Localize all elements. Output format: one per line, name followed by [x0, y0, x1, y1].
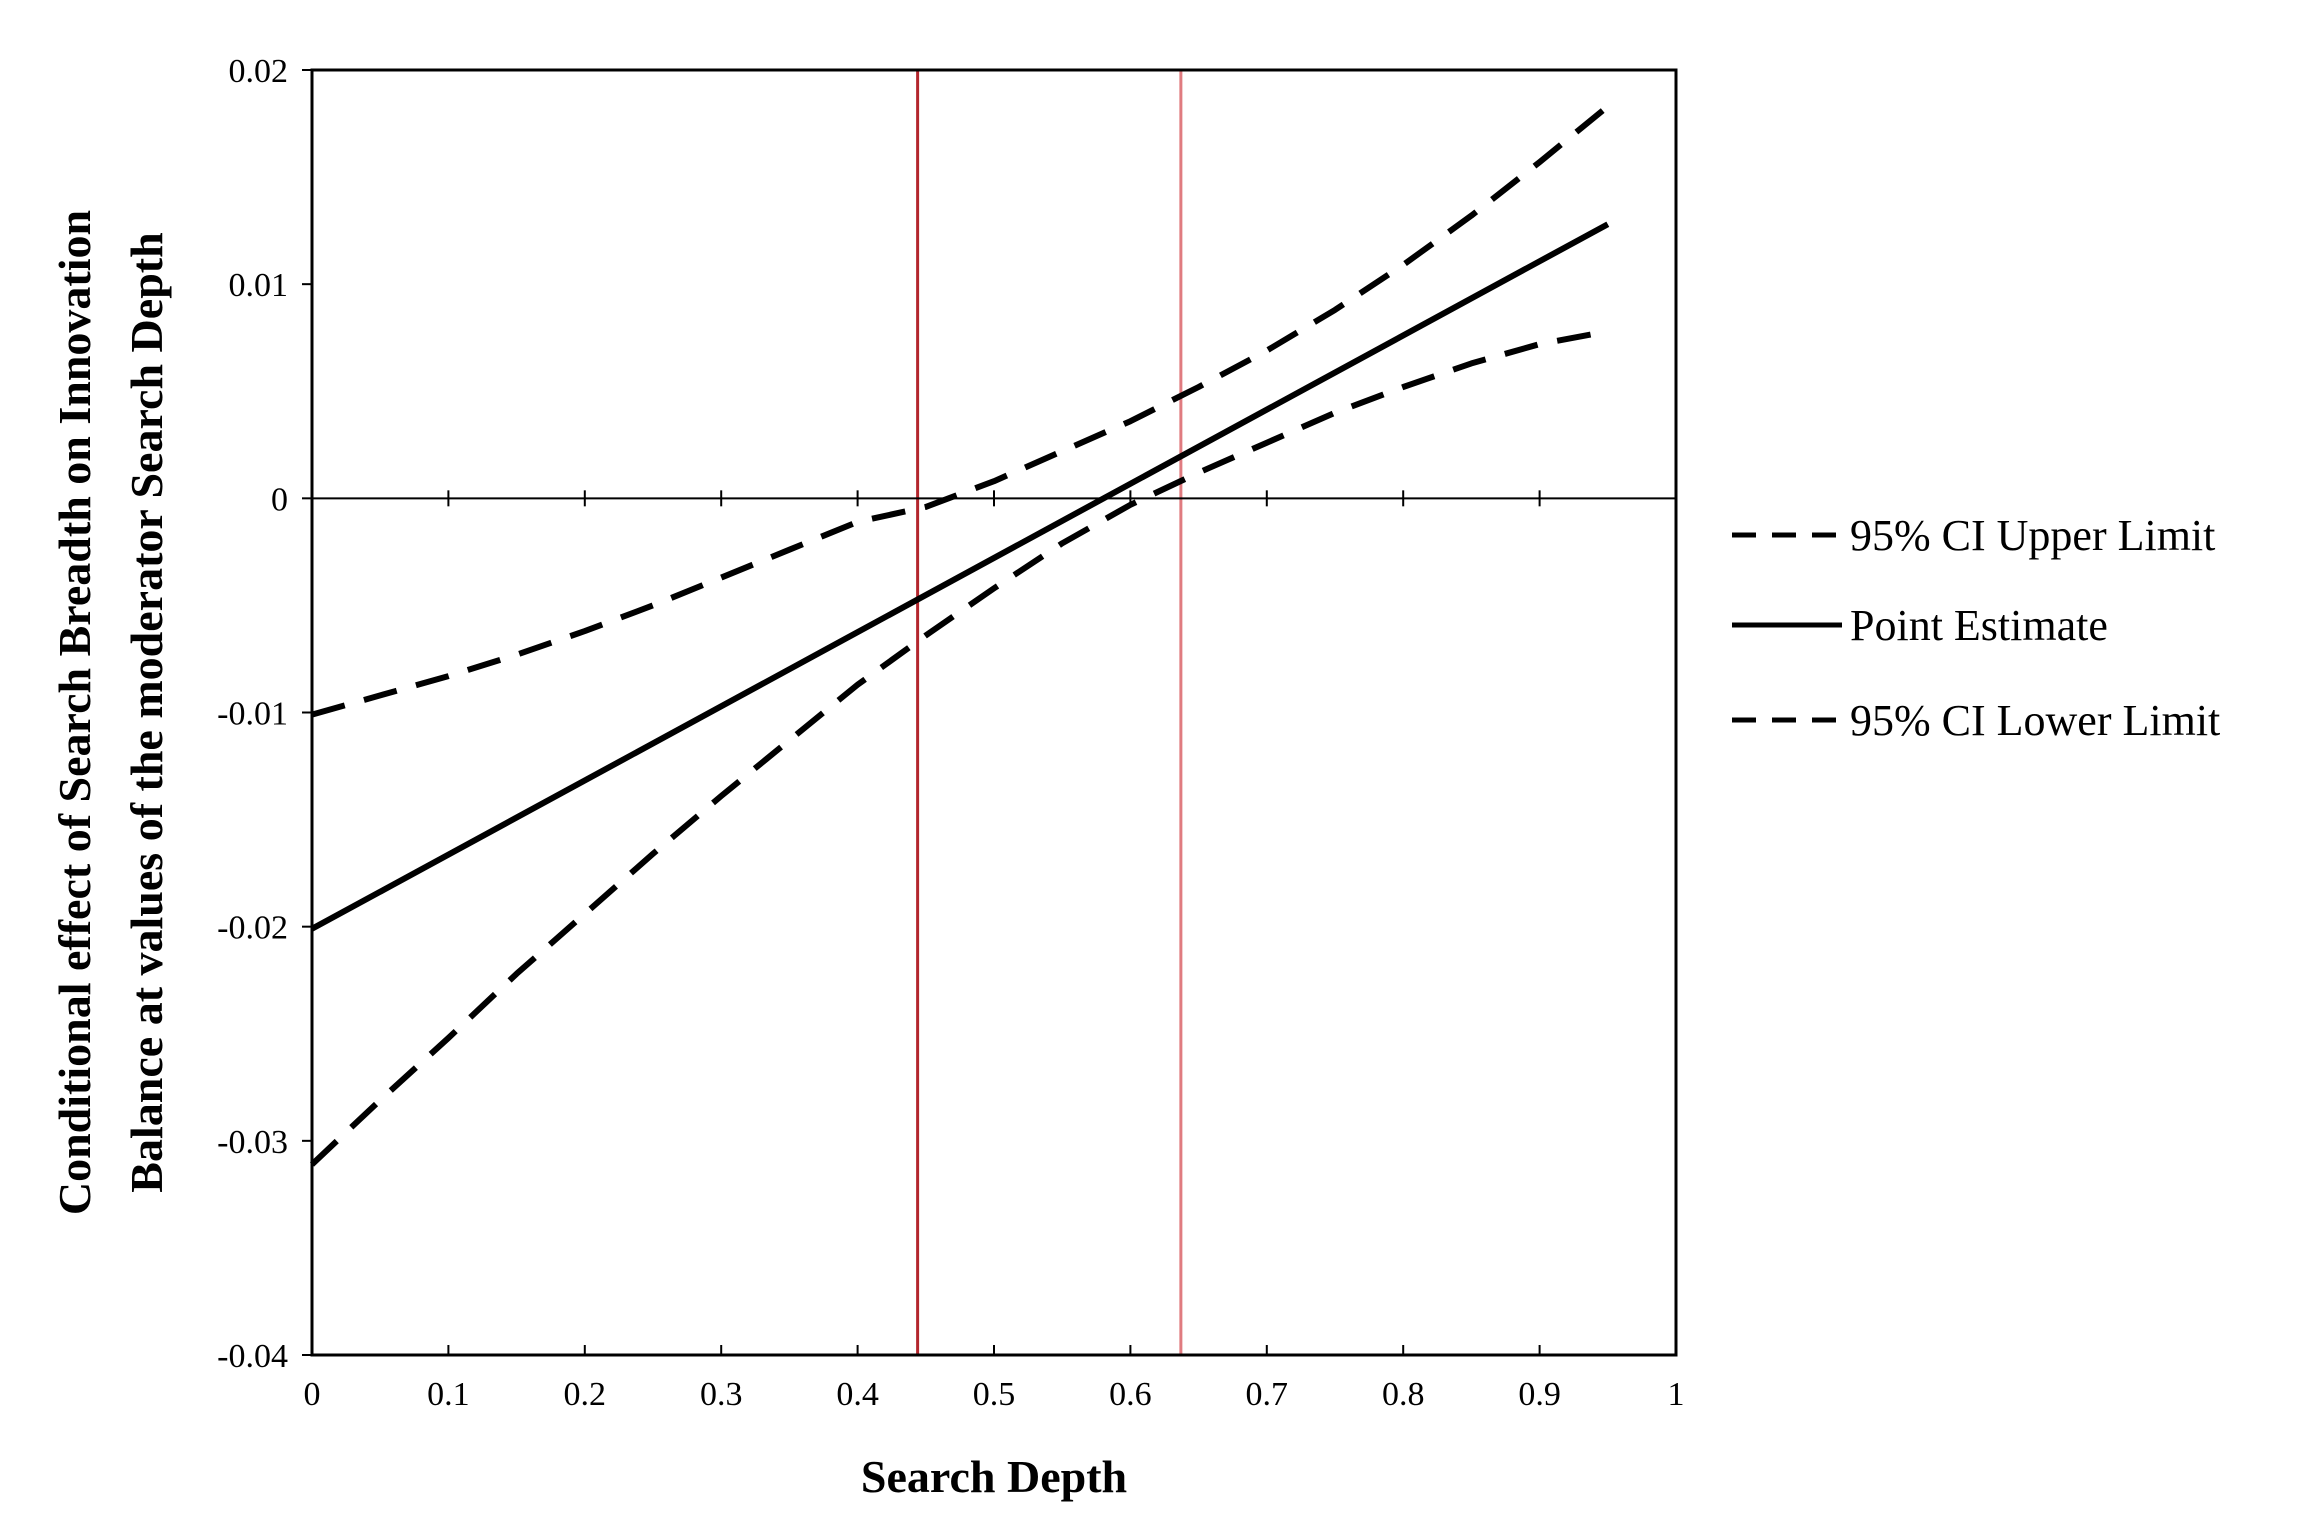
x-tick-label: 1 [1668, 1376, 1685, 1413]
x-tick-label: 0.3 [700, 1376, 743, 1413]
legend: 95% CI Upper Limit Point Estimate 95% CI L… [1732, 511, 2220, 745]
x-tick-label: 0 [304, 1376, 321, 1413]
y-axis-title-line-1: Conditional effect of Search Breadth on … [49, 210, 100, 1215]
x-tick-label: 0.5 [973, 1376, 1016, 1413]
x-tick-label: 0.7 [1246, 1376, 1289, 1413]
legend-label-3: 95% CI Lower Limit [1850, 696, 2220, 745]
x-tick-label: 0.4 [836, 1376, 879, 1413]
legend-label-2: Point Estimate [1850, 601, 2108, 650]
plot-area-frame [310, 68, 1678, 1357]
reference-lines [916, 70, 1183, 1355]
y-tick-label: 0.02 [229, 53, 289, 90]
series-group [309, 104, 1610, 1167]
x-tick-label: 0.1 [427, 1376, 470, 1413]
y-tick-label: -0.04 [217, 1338, 288, 1375]
x-tick-label: 0.2 [564, 1376, 607, 1413]
y-tick-label: -0.02 [217, 910, 288, 947]
y-axis-title-line-2: Balance at values of the moderator Searc… [121, 232, 172, 1192]
x-tick-label: 0.6 [1109, 1376, 1152, 1413]
x-tick-label: 0.8 [1382, 1376, 1425, 1413]
y-tick-label: 0.01 [229, 267, 289, 304]
series-line-1 [311, 104, 1610, 718]
legend-label-1: 95% CI Upper Limit [1850, 511, 2215, 560]
y-tick-label: -0.03 [217, 1124, 288, 1161]
x-axis-title: Search Depth [861, 1451, 1127, 1502]
x-tick-label: 0.9 [1518, 1376, 1561, 1413]
y-tick-label: 0 [271, 481, 288, 518]
y-tick-label: -0.01 [217, 696, 288, 733]
series-line-2 [310, 221, 1610, 932]
y-axis-ticks: 0.02 0.01 0 -0.01 -0.02 -0.03 -0.04 [217, 53, 312, 1375]
x-axis-ticks: 0 0.1 0.2 0.3 0.4 0.5 0.6 0.7 0.8 0.9 1 [304, 490, 1685, 1413]
series-line-3 [309, 328, 1609, 1167]
